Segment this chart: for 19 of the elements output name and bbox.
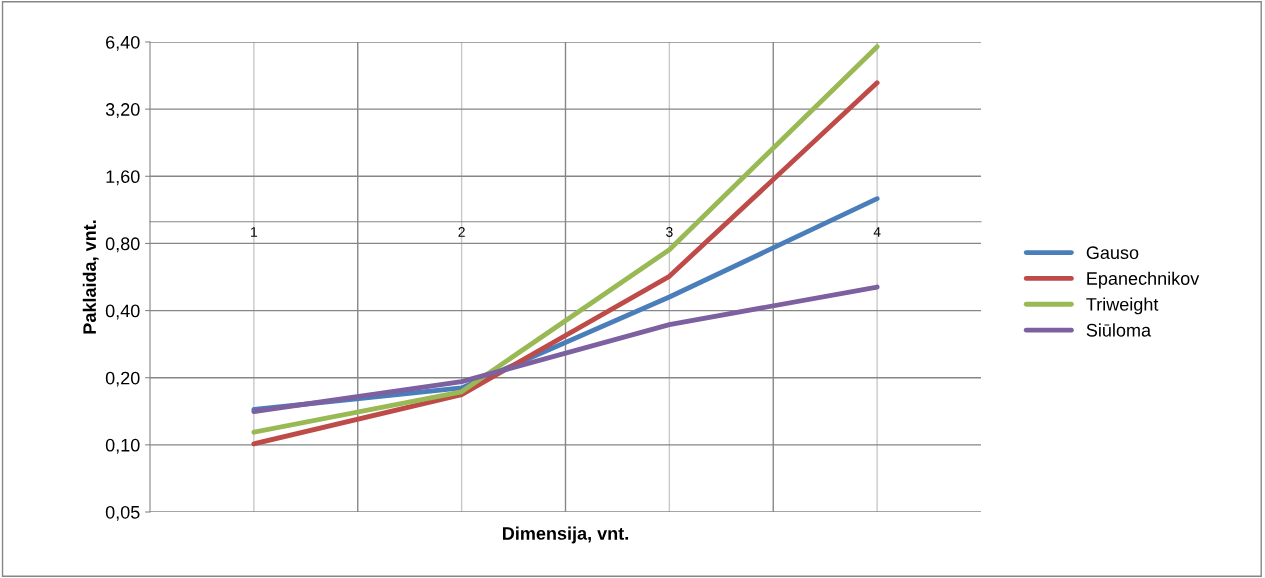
- y-axis-title: Paklaida, vnt.: [82, 220, 99, 334]
- line-series: [251, 284, 880, 414]
- legend-label: Epanechnikov: [1087, 271, 1200, 289]
- y-tick-label: 3,20: [105, 103, 140, 118]
- y-tick-label: 0,80: [105, 237, 140, 253]
- legend-label: Gauso: [1086, 246, 1139, 260]
- y-tick-label: 0,05: [105, 505, 140, 521]
- y-tick-label: 1,60: [106, 170, 140, 186]
- x-tick-label: 1: [251, 227, 258, 237]
- y-tick-label: 6,40: [106, 35, 140, 51]
- x-tick-label: 3: [666, 227, 673, 237]
- y-tick-label: 0,40: [105, 304, 140, 320]
- y-tick-label: 0,10: [105, 438, 140, 454]
- legend-label: Siūloma: [1086, 323, 1152, 337]
- legend-label: Triweight: [1086, 297, 1159, 315]
- x-tick-label: 4: [873, 227, 881, 237]
- y-tick-label: 0,20: [105, 371, 140, 387]
- x-tick-label: 2: [458, 227, 465, 237]
- x-axis-title: Dimensija, vnt.: [503, 526, 628, 544]
